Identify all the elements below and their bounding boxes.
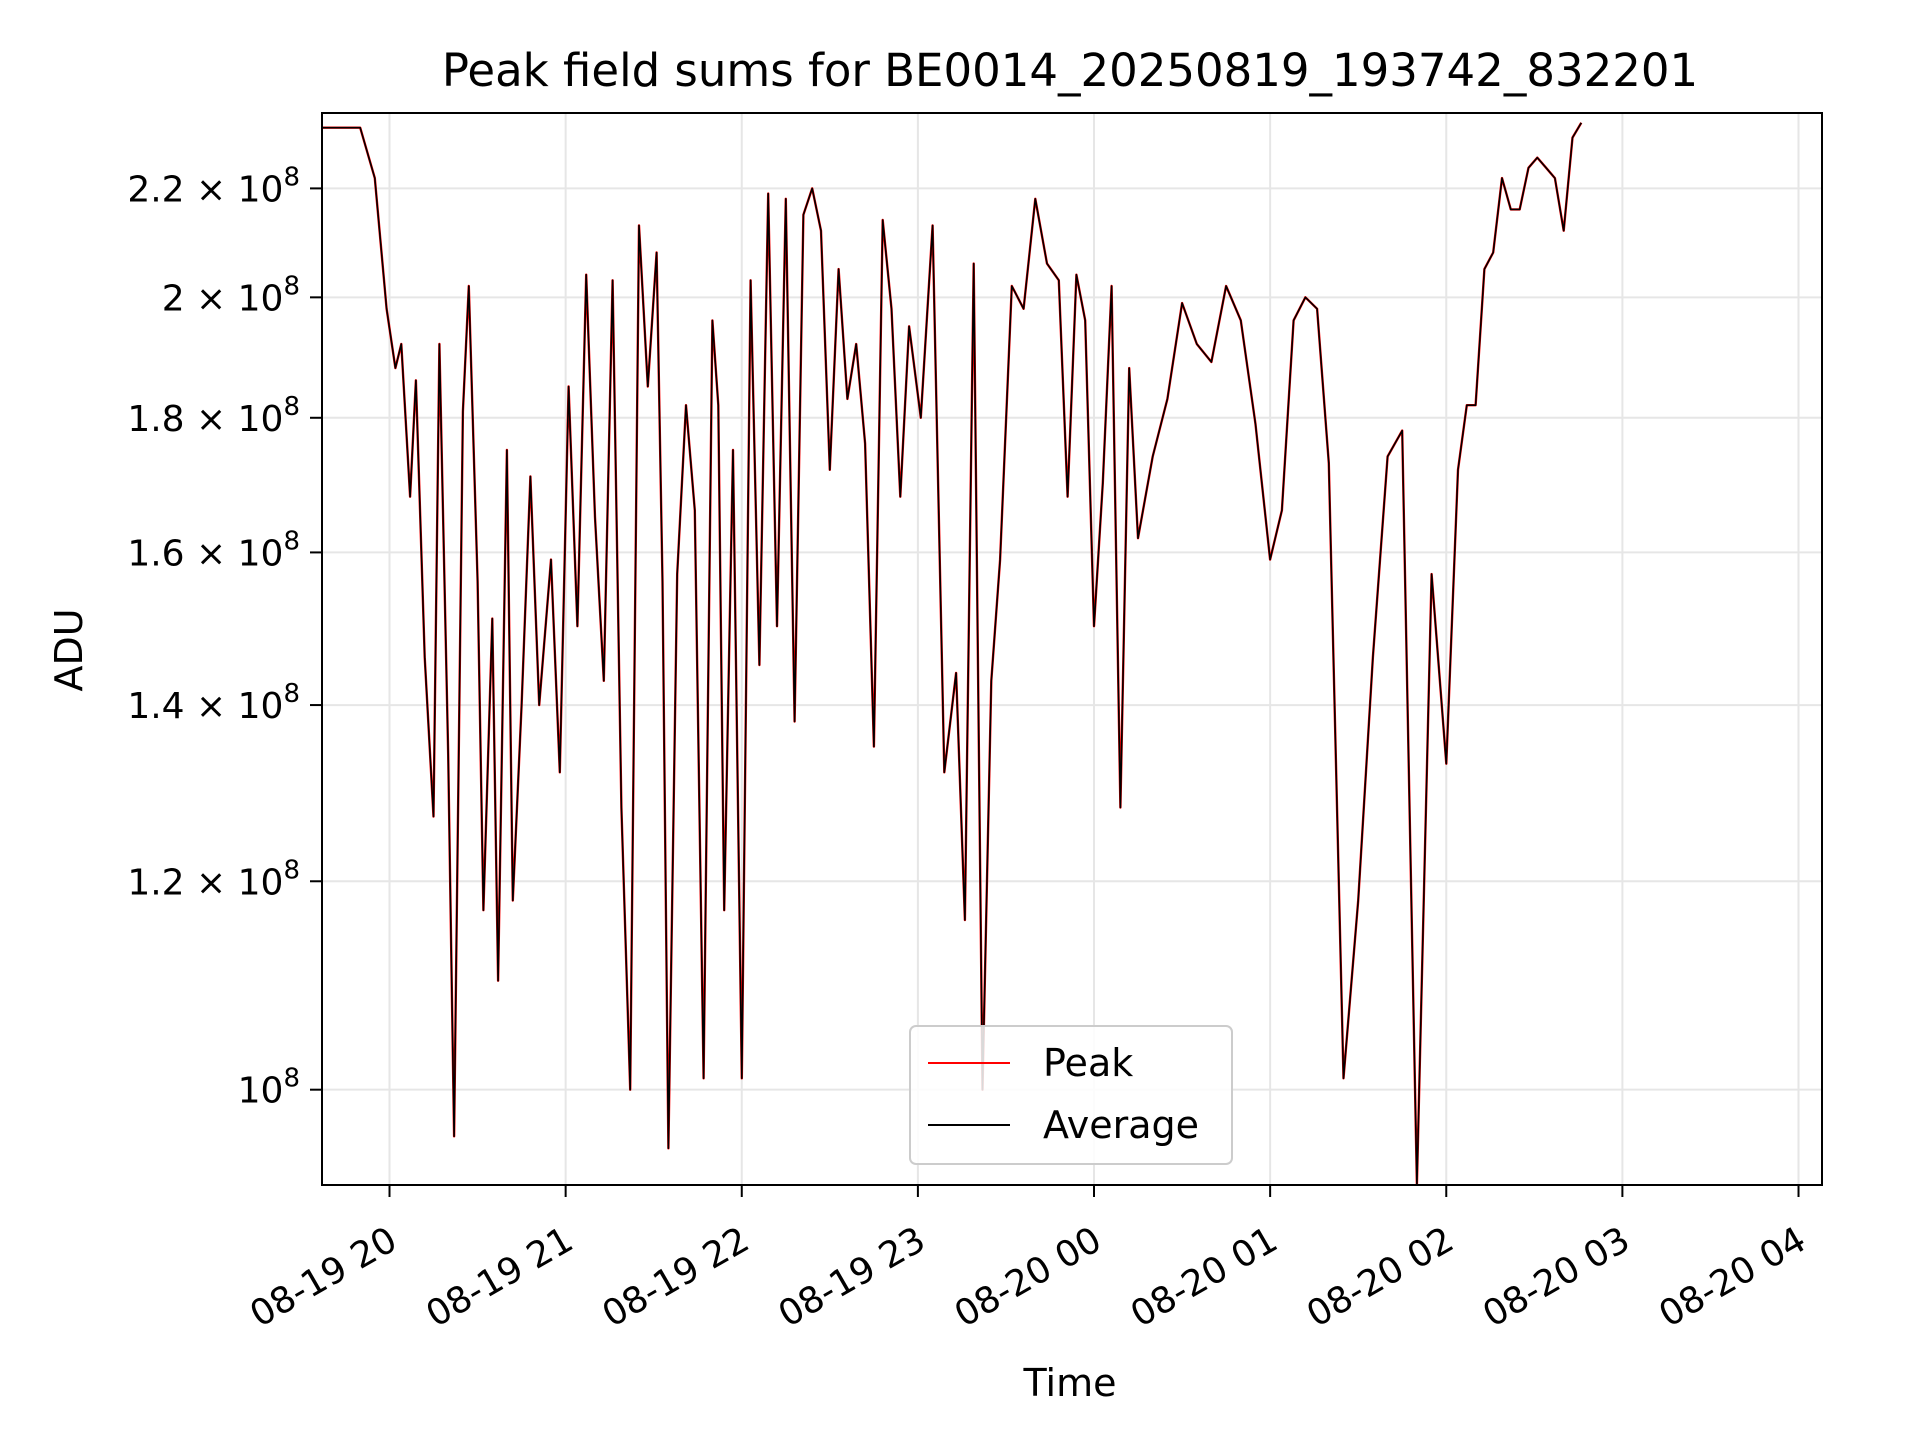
- chart-title: Peak field sums for BE0014_20250819_1937…: [442, 44, 1698, 97]
- y-tick-label: 1.2 × 108: [127, 855, 300, 903]
- y-tick-label: 2.2 × 108: [127, 162, 300, 210]
- series-line-average: [322, 122, 1582, 1185]
- y-tick-label: 1.6 × 108: [127, 526, 300, 574]
- y-axis-title: ADU: [47, 608, 91, 691]
- legend-box: [909, 1025, 1233, 1165]
- legend-label-average: Average: [1043, 1103, 1199, 1147]
- plot-frame: [321, 112, 1823, 1186]
- x-axis-title: Time: [1023, 1361, 1117, 1405]
- y-tick-label: 1.4 × 108: [127, 679, 300, 727]
- y-tick-label: 1.8 × 108: [127, 392, 300, 440]
- y-tick-label: 2 × 108: [162, 271, 300, 319]
- grid-layer: [322, 113, 1822, 1185]
- legend: Peak Average: [909, 1025, 1233, 1165]
- series-layer: [322, 122, 1583, 1185]
- legend-label-peak: Peak: [1043, 1041, 1133, 1085]
